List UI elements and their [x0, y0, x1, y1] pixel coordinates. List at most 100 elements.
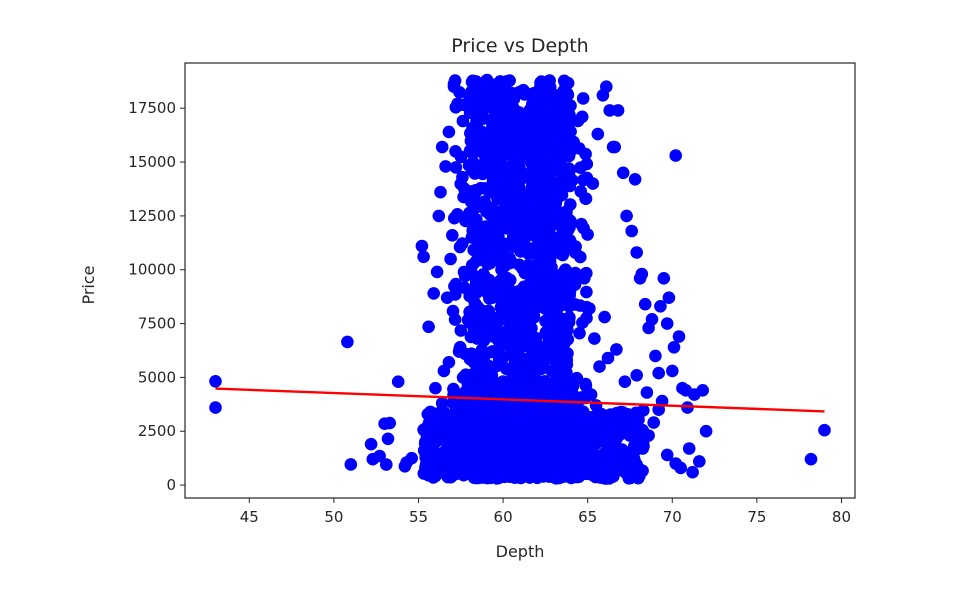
scatter-point — [618, 375, 632, 389]
y-axis-label: Price — [79, 265, 98, 304]
scatter-point — [461, 448, 475, 462]
scatter-point — [613, 428, 627, 441]
scatter-point — [569, 246, 582, 259]
scatter-point — [453, 425, 467, 438]
scatter-point — [442, 356, 456, 369]
scatter-point — [500, 182, 513, 195]
scatter-point — [530, 417, 543, 430]
scatter-point — [481, 258, 494, 271]
scatter-point — [660, 317, 674, 330]
scatter-point — [563, 165, 576, 178]
scatter-point — [645, 313, 659, 326]
scatter-point — [518, 230, 532, 243]
scatter-point — [453, 240, 467, 254]
scatter-point — [579, 192, 593, 205]
scatter-point — [630, 246, 643, 259]
scatter-point — [513, 206, 526, 219]
scatter-point — [364, 437, 378, 451]
scatter-point — [493, 333, 506, 347]
scatter-point — [522, 321, 535, 335]
scatter-point — [478, 367, 492, 381]
scatter-point — [598, 310, 611, 324]
scatter-point — [470, 423, 484, 436]
scatter-point — [467, 386, 481, 399]
scatter-point — [449, 161, 463, 174]
scatter-point — [435, 396, 449, 410]
scatter-point — [578, 451, 592, 465]
y-tick-label: 17500 — [128, 99, 176, 117]
scatter-point — [662, 291, 676, 305]
scatter-point — [490, 290, 504, 303]
scatter-point — [515, 167, 528, 180]
scatter-point — [527, 362, 541, 376]
scatter-point — [558, 335, 571, 349]
scatter-point — [589, 429, 602, 442]
scatter-point — [505, 236, 518, 250]
scatter-point — [448, 211, 461, 225]
scatter-point — [516, 462, 530, 475]
scatter-point — [558, 76, 572, 90]
scatter-point — [610, 343, 623, 356]
scatter-point — [546, 300, 559, 313]
scatter-point — [642, 429, 655, 442]
scatter-point — [580, 285, 593, 299]
scatter-point — [493, 314, 506, 327]
scatter-point — [373, 449, 386, 463]
scatter-point — [508, 384, 521, 398]
scatter-point — [804, 452, 818, 466]
scatter-point — [549, 209, 563, 222]
y-tick-label: 15000 — [128, 153, 176, 171]
y-tick-label: 12500 — [128, 207, 176, 225]
scatter-point — [567, 135, 580, 149]
scatter-point — [440, 291, 454, 305]
scatter-point — [581, 228, 594, 241]
x-axis-label: Depth — [496, 542, 545, 561]
scatter-point — [474, 198, 488, 212]
scatter-point — [601, 470, 614, 483]
scatter-point — [503, 273, 517, 287]
scatter-point — [380, 458, 393, 471]
scatter-point — [405, 451, 419, 465]
scatter-point — [567, 450, 581, 463]
scatter-point — [504, 254, 517, 267]
scatter-point — [444, 470, 458, 484]
regression-line — [215, 387, 825, 413]
scatter-point — [512, 180, 526, 194]
scatter-point — [422, 320, 435, 334]
scatter-point — [415, 239, 429, 253]
scatter-point — [457, 265, 471, 279]
scatter-point — [454, 150, 468, 164]
scatter-point — [620, 209, 633, 223]
y-tick-label: 10000 — [128, 261, 176, 279]
scatter-point — [429, 459, 442, 473]
scatter-point — [480, 285, 494, 299]
scatter-point — [446, 229, 459, 242]
scatter-point — [470, 286, 483, 300]
scatter-point — [511, 144, 525, 158]
scatter-point — [562, 149, 576, 163]
scatter-point — [532, 256, 546, 269]
scatter-point — [523, 139, 537, 153]
scatter-point — [452, 345, 466, 358]
scatter-point — [209, 375, 222, 388]
scatter-point — [585, 468, 598, 481]
scatter-point — [591, 127, 605, 141]
plot-frame — [184, 62, 856, 499]
scatter-point — [429, 381, 442, 395]
scatter-point — [442, 125, 456, 139]
scatter-point — [686, 465, 699, 479]
scatter-point — [638, 297, 652, 311]
x-tick-label: 65 — [578, 508, 597, 526]
scatter-point — [505, 322, 519, 335]
scatter-point — [568, 278, 582, 291]
x-tick-label: 60 — [494, 508, 513, 526]
scatter-point — [483, 208, 497, 221]
scatter-point — [534, 199, 548, 212]
scatter-point — [640, 386, 654, 399]
scatter-point — [571, 428, 585, 442]
scatter-point — [485, 445, 499, 459]
scatter-point — [512, 412, 525, 425]
scatter-point — [672, 330, 686, 343]
